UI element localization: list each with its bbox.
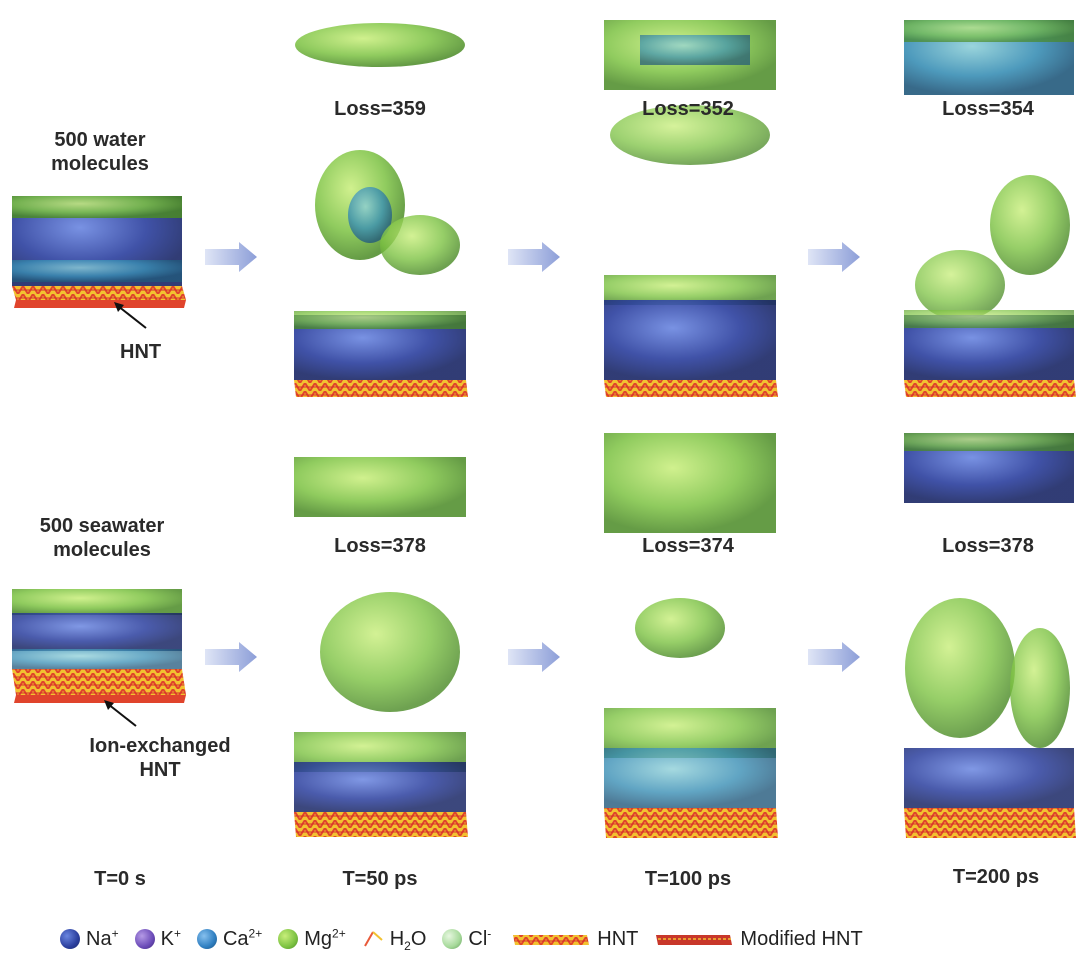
time-label-0: T=0 s bbox=[94, 868, 146, 890]
legend-k-base: K bbox=[160, 927, 174, 950]
row2-initial-label: 500 seawater molecules bbox=[39, 515, 165, 561]
legend-cl-base: Cl bbox=[468, 927, 488, 950]
row2-pointer-arrow bbox=[104, 700, 137, 727]
row1-sim-t50 bbox=[294, 23, 468, 397]
legend-h2o-sub: 2 bbox=[404, 938, 411, 953]
row1-initial-label: 500 water molecules bbox=[51, 129, 149, 175]
legend-h2o-tail: O bbox=[410, 927, 427, 950]
row2-arrow-3 bbox=[808, 642, 860, 672]
water-molecule-icon bbox=[363, 931, 383, 947]
row1-arrow-1 bbox=[205, 242, 257, 272]
legend-h2o: H2O bbox=[362, 927, 427, 953]
row1-loss-t200: Loss=354 bbox=[942, 98, 1034, 120]
legend-k: K+ bbox=[134, 925, 181, 951]
legend-k-sup: + bbox=[173, 925, 181, 940]
legend-hnt: HNT bbox=[511, 928, 638, 951]
legend: Na+ K+ Ca2+ Mg2+ H2O Cl- HNT Modified HN… bbox=[60, 922, 879, 956]
row2-loss-t200: Loss=378 bbox=[942, 535, 1034, 557]
mg-ion-icon bbox=[278, 929, 299, 949]
legend-mg-base: Mg bbox=[304, 927, 333, 950]
legend-mg: Mg2+ bbox=[278, 925, 346, 951]
row1-sim-t100 bbox=[604, 20, 778, 397]
legend-modified-hnt: Modified HNT bbox=[654, 927, 863, 951]
k-ion-icon bbox=[134, 929, 155, 949]
row2-initial-box bbox=[12, 589, 186, 703]
time-label-1: T=50 ps bbox=[342, 868, 418, 890]
row1-sim-t200 bbox=[904, 20, 1076, 397]
row1-substrate-label: HNT bbox=[120, 341, 162, 363]
row1-pointer-arrow bbox=[114, 302, 147, 329]
modified-hnt-layer-icon bbox=[656, 935, 733, 945]
legend-cl: Cl- bbox=[442, 925, 492, 951]
hnt-layer-icon bbox=[513, 935, 590, 945]
row2-arrow-1 bbox=[205, 642, 257, 672]
ca-ion-icon bbox=[196, 929, 217, 949]
legend-ca-sup: 2+ bbox=[248, 925, 263, 940]
time-label-3: T=200 ps bbox=[952, 866, 1040, 888]
legend-ca-base: Ca bbox=[222, 927, 249, 950]
row1-loss-t50: Loss=359 bbox=[334, 98, 426, 120]
row1-initial-box bbox=[12, 196, 186, 308]
legend-modified-hnt-label: Modified HNT bbox=[740, 927, 863, 950]
row2-sim-t100 bbox=[604, 433, 778, 838]
legend-na-base: Na bbox=[86, 927, 112, 950]
row1-arrow-3 bbox=[808, 242, 860, 272]
legend-ca: Ca2+ bbox=[196, 925, 263, 951]
legend-cl-sup: - bbox=[487, 925, 492, 940]
row1-arrow-2 bbox=[508, 242, 560, 272]
cl-ion-icon bbox=[442, 929, 463, 949]
row2-arrow-2 bbox=[508, 642, 560, 672]
row2-loss-t50: Loss=378 bbox=[334, 535, 426, 557]
na-ion-icon bbox=[60, 929, 80, 949]
legend-na-sup: + bbox=[111, 925, 119, 940]
row2-sim-t50 bbox=[294, 457, 468, 837]
legend-mg-sup: 2+ bbox=[332, 925, 346, 940]
legend-na: Na+ bbox=[60, 925, 119, 951]
row2-sim-t200 bbox=[904, 433, 1076, 838]
row2-substrate-label: Ion-exchanged HNT bbox=[89, 735, 231, 781]
row1-loss-t100: Loss=352 bbox=[642, 98, 734, 120]
legend-h2o-base: H bbox=[389, 927, 405, 950]
time-label-2: T=100 ps bbox=[644, 868, 732, 890]
row2-loss-t100: Loss=374 bbox=[642, 535, 734, 557]
legend-hnt-label: HNT bbox=[597, 927, 639, 950]
